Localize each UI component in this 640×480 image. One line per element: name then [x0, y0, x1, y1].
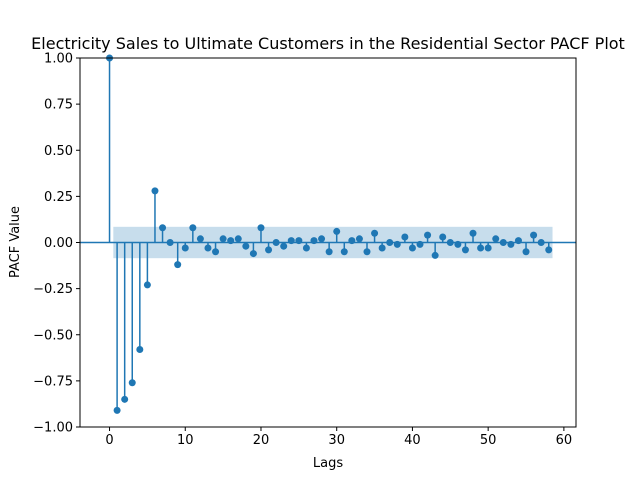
- data-point: [333, 227, 341, 235]
- data-point: [401, 233, 409, 241]
- data-point: [128, 379, 136, 387]
- data-point: [227, 237, 235, 245]
- data-point: [340, 248, 348, 256]
- data-point: [174, 261, 182, 269]
- y-tick-label: −0.25: [33, 282, 73, 297]
- data-point: [484, 244, 492, 252]
- data-point: [522, 248, 530, 256]
- data-point: [318, 235, 326, 243]
- data-point: [257, 224, 265, 232]
- data-point: [454, 240, 462, 248]
- data-point: [348, 237, 356, 245]
- data-point: [189, 224, 197, 232]
- data-point: [181, 244, 189, 252]
- data-point: [159, 224, 167, 232]
- data-point: [204, 244, 212, 252]
- x-tick-label: 0: [105, 433, 113, 448]
- data-point: [151, 187, 159, 195]
- data-point: [166, 239, 174, 246]
- data-point: [363, 248, 371, 256]
- data-point: [234, 235, 242, 243]
- data-point: [378, 244, 386, 252]
- data-point: [196, 235, 204, 243]
- data-point: [499, 239, 507, 246]
- data-point: [242, 242, 250, 250]
- y-tick-label: −1.00: [33, 421, 73, 436]
- data-point: [424, 231, 432, 239]
- data-point: [121, 395, 129, 403]
- data-point: [507, 240, 515, 248]
- data-point: [212, 248, 220, 256]
- data-point: [439, 233, 447, 241]
- y-tick-label: −0.75: [33, 374, 73, 389]
- data-point: [477, 244, 485, 252]
- data-point: [492, 235, 500, 243]
- data-point: [461, 246, 469, 254]
- x-axis-label: Lags: [313, 456, 343, 471]
- data-point: [136, 346, 144, 354]
- data-point: [537, 239, 545, 246]
- data-point: [393, 240, 401, 248]
- data-point: [325, 248, 333, 256]
- y-tick-label: 0.00: [44, 236, 73, 251]
- y-tick-label: 1.00: [44, 52, 73, 67]
- data-point: [408, 244, 416, 252]
- x-tick-label: 20: [253, 433, 270, 448]
- data-point: [113, 406, 121, 414]
- data-point: [371, 229, 379, 237]
- data-point: [287, 237, 295, 245]
- data-point: [469, 229, 477, 237]
- x-tick-label: 30: [328, 433, 345, 448]
- data-point: [431, 251, 439, 259]
- data-point: [302, 244, 310, 252]
- data-point: [272, 239, 280, 246]
- data-point: [295, 237, 303, 245]
- data-point: [386, 239, 394, 246]
- data-point: [446, 239, 454, 246]
- data-point: [530, 231, 538, 239]
- y-tick-label: −0.50: [33, 328, 73, 343]
- y-tick-label: 0.75: [44, 98, 73, 113]
- y-axis-label: PACF Value: [8, 206, 23, 278]
- data-point: [310, 237, 318, 245]
- data-point: [514, 237, 522, 245]
- data-point: [545, 246, 553, 254]
- chart-title: Electricity Sales to Ultimate Customers …: [31, 34, 625, 53]
- y-tick-label: 0.25: [44, 190, 73, 205]
- plot-area: 0 10 20 30 40 50 60 −1.00 −0.75 −0.50 −0.25 0.00 0.2…: [33, 52, 577, 448]
- x-tick-label: 50: [480, 433, 497, 448]
- data-point: [249, 250, 257, 258]
- x-tick-label: 60: [556, 433, 573, 448]
- data-point: [219, 235, 227, 243]
- y-tick-label: 0.50: [44, 144, 73, 159]
- data-point: [280, 242, 288, 250]
- x-tick-label: 10: [177, 433, 194, 448]
- x-tick-label: 40: [404, 433, 421, 448]
- data-point: [265, 246, 273, 254]
- data-point: [143, 281, 151, 289]
- data-point: [416, 240, 424, 248]
- data-point: [355, 235, 363, 243]
